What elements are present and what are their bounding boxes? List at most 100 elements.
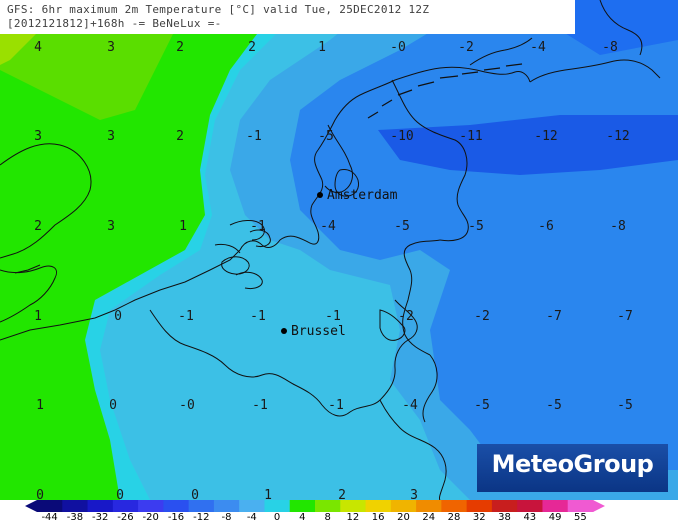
colorbar-label: -32 <box>92 512 109 523</box>
header-subtitle: [2012121812]+168h -= BeNeLux =- <box>7 17 222 30</box>
grid-value: -11 <box>459 129 483 144</box>
colorbar-label: 20 <box>397 512 410 523</box>
grid-value: -10 <box>390 129 414 144</box>
colorbar-label: 8 <box>324 512 331 523</box>
grid-value: -5 <box>474 398 490 413</box>
grid-value: -0 <box>390 40 406 55</box>
colorbar-segment <box>138 500 164 512</box>
grid-value: 0 <box>36 488 44 503</box>
grid-value: -4 <box>402 398 418 413</box>
colorbar-label: 38 <box>498 512 511 523</box>
frisian-islands <box>367 63 523 119</box>
grid-value: -5 <box>546 398 562 413</box>
grid-value: 2 <box>338 488 346 503</box>
grid-value: -1 <box>328 398 344 413</box>
grid-value: -1 <box>252 398 268 413</box>
grid-value: 3 <box>107 219 115 234</box>
grid-value: -1 <box>250 309 266 324</box>
colorbar-label: 43 <box>523 512 537 523</box>
grid-value: 3 <box>34 129 42 144</box>
colorbar-segment <box>87 500 114 512</box>
colorbar-label: -38 <box>66 512 84 523</box>
meteogroup-logo: MeteoGroup <box>477 444 668 492</box>
grid-value: -1 <box>246 129 262 144</box>
grid-value: -2 <box>398 309 414 324</box>
colorbar-label: -16 <box>167 512 185 523</box>
colorbar-label: 32 <box>472 512 486 523</box>
header-title: GFS: 6hr maximum 2m Temperature [°C] val… <box>7 3 430 16</box>
colorbar-segment <box>213 500 240 512</box>
grid-value: -7 <box>617 309 633 324</box>
colorbar-segment <box>239 500 265 512</box>
grid-value: -8 <box>602 40 618 55</box>
colorbar-label: -44 <box>41 512 58 523</box>
colorbar-segment <box>491 500 518 512</box>
grid-value: 3 <box>107 129 115 144</box>
colorbar-segment <box>542 500 569 512</box>
grid-value: -6 <box>538 219 554 234</box>
grid-value: 1 <box>264 488 272 503</box>
colorbar-label: 49 <box>548 512 562 523</box>
colorbar-segment <box>188 500 215 512</box>
grid-value: -5 <box>617 398 633 413</box>
field-minus10 <box>378 115 678 175</box>
colorbar-segment <box>517 500 543 512</box>
grid-value: -2 <box>474 309 490 324</box>
colorbar-label: 12 <box>346 512 360 523</box>
colorbar-segment <box>112 500 139 512</box>
grid-value: -8 <box>610 219 626 234</box>
colorbar-label: -12 <box>193 512 210 523</box>
colorbar-segment <box>390 500 417 512</box>
zeeland-islands <box>221 229 271 289</box>
grid-value: 0 <box>109 398 117 413</box>
grid-value: -0 <box>179 398 195 413</box>
colorbar-label: -20 <box>142 512 159 523</box>
grid-value: -7 <box>546 309 562 324</box>
colorbar-label: 55 <box>573 512 587 523</box>
colorbar-label: -8 <box>221 512 232 523</box>
temperature-colorbar <box>25 500 605 512</box>
colorbar-label: 24 <box>422 512 436 523</box>
grid-value: 2 <box>34 219 42 234</box>
grid-value: -5 <box>468 219 484 234</box>
grid-value: -5 <box>394 219 410 234</box>
colorbar-label: -4 <box>246 512 257 523</box>
city-label-brussel: Brussel <box>291 324 346 339</box>
city-marker-brussel <box>281 328 287 334</box>
grid-value: 0 <box>191 488 199 503</box>
coastlines <box>0 0 661 500</box>
colorbar-label: 4 <box>299 512 306 523</box>
grid-value: 2 <box>176 40 184 55</box>
city-marker-amsterdam <box>317 192 323 198</box>
field-warm <box>0 0 300 500</box>
grid-value: 1 <box>179 219 187 234</box>
colorbar-segment <box>416 500 442 512</box>
city-label-amsterdam: Amsterdam <box>327 188 398 203</box>
colorbar-arrow-right <box>593 500 605 512</box>
colorbar-segment <box>567 500 594 512</box>
grid-value: -1 <box>250 219 266 234</box>
colorbar-segment <box>289 500 316 512</box>
grid-value: -5 <box>318 129 334 144</box>
colorbar-segment <box>315 500 341 512</box>
grid-value: 2 <box>176 129 184 144</box>
colorbar-segment <box>466 500 493 512</box>
colorbar-arrow-left <box>25 500 37 512</box>
logo-text: MeteoGroup <box>491 450 654 478</box>
grid-value: 4 <box>34 40 42 55</box>
colorbar-segment <box>37 500 63 512</box>
colorbar-segment <box>365 500 392 512</box>
colorbar-segment <box>441 500 468 512</box>
grid-value: 1 <box>318 40 326 55</box>
grid-value: -12 <box>606 129 630 144</box>
grid-value: -12 <box>534 129 558 144</box>
colorbar-label: 28 <box>447 512 461 523</box>
colorbar-segment <box>340 500 367 512</box>
temperature-map <box>0 0 678 500</box>
colorbar-label: -26 <box>117 512 134 523</box>
map-header: GFS: 6hr maximum 2m Temperature [°C] val… <box>0 0 575 34</box>
grid-value: 0 <box>116 488 124 503</box>
grid-value: 1 <box>34 309 42 324</box>
grid-value: -1 <box>325 309 341 324</box>
grid-value: 3 <box>410 488 418 503</box>
